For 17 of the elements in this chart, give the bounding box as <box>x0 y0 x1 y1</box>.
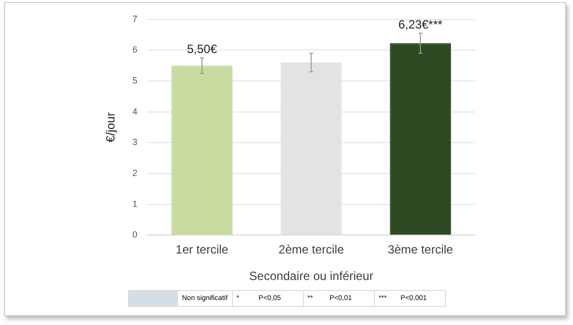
y-tick-label: 0 <box>132 230 138 240</box>
bar <box>171 66 233 235</box>
y-tick-label: 7 <box>132 14 138 24</box>
x-tick-label: 1er tercile <box>176 242 229 257</box>
y-tick-label: 3 <box>132 137 138 148</box>
y-tick-label: 2 <box>132 168 138 178</box>
x-tick-label: 3ème tercile <box>388 242 454 257</box>
x-axis-title: Secondaire ou inférieur <box>249 269 374 284</box>
data-label: 5,50€ <box>186 42 218 56</box>
y-tick-label: 5 <box>132 76 138 86</box>
y-tick-label: 1 <box>132 198 138 209</box>
y-tick-label: 6 <box>132 44 138 55</box>
data-label: 6,23€*** <box>398 18 443 32</box>
y-tick-label: 4 <box>132 106 138 116</box>
y-axis-title: €/jour <box>104 112 118 142</box>
x-tick-label: 2ème tercile <box>278 242 344 257</box>
bar <box>390 43 451 235</box>
